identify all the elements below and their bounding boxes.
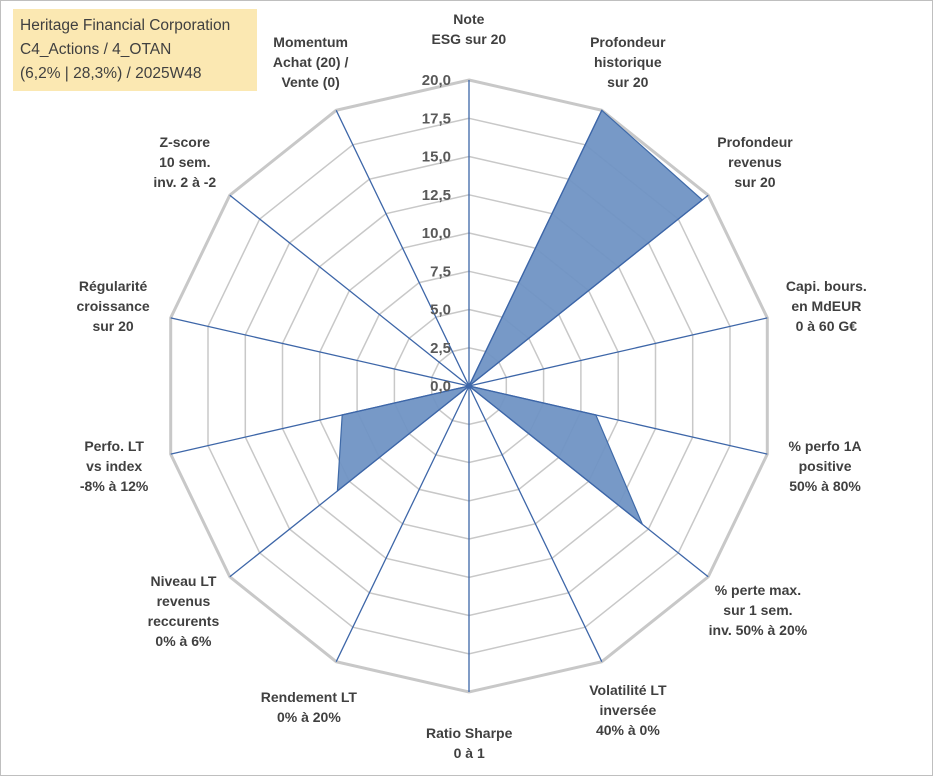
axis-label-line: Volatilité LT: [589, 680, 666, 700]
axis-label-line: ESG sur 20: [432, 29, 507, 49]
axis-label-line: Rendement LT: [261, 687, 357, 707]
axis-label-line: -8% à 12%: [80, 476, 148, 496]
company-name: Heritage Financial Corporation: [20, 14, 257, 38]
axis-label-line: 10 sem.: [153, 152, 216, 172]
axis-label-line: vs index: [80, 456, 148, 476]
info-box: Heritage Financial Corporation C4_Action…: [13, 9, 257, 91]
tick-label: 12,5: [422, 187, 451, 204]
axis-label-line: inv. 2 à -2: [153, 172, 216, 192]
stats-line: (6,2% | 28,3%) / 2025W48: [20, 62, 257, 86]
tick-label: 2,5: [430, 340, 451, 357]
axis-label-line: positive: [788, 456, 861, 476]
axis-label-line: historique: [590, 52, 665, 72]
tick-label: 7,5: [430, 263, 451, 280]
axis-label-line: 0 à 60 G€: [786, 316, 867, 336]
axis-label-line: 0% à 6%: [148, 631, 220, 651]
series-area: [337, 110, 702, 524]
axis-label-line: revenus: [148, 591, 220, 611]
axis-label-line: inversée: [589, 700, 666, 720]
tick-label: 17,5: [422, 110, 451, 127]
axis-label-line: sur 20: [590, 72, 665, 92]
axis-label-line: Profondeur: [590, 32, 665, 52]
axis-label-line: Capi. bours.: [786, 276, 867, 296]
axis-label-line: sur 20: [77, 316, 150, 336]
axis-label-line: Note: [432, 9, 507, 29]
portfolio-code: C4_Actions / 4_OTAN: [20, 38, 257, 62]
axis-label-line: 0 à 1: [426, 743, 512, 763]
axis-label-line: Profondeur: [717, 132, 792, 152]
axis-label-line: sur 20: [717, 172, 792, 192]
axis-label-line: sur 1 sem.: [709, 600, 808, 620]
axis-label-line: Régularité: [77, 276, 150, 296]
axis-label-line: Achat (20) /: [273, 52, 348, 72]
axis-label-line: inv. 50% à 20%: [709, 620, 808, 640]
axis-label-line: Vente (0): [273, 72, 348, 92]
axis-label-line: reccurents: [148, 611, 220, 631]
axis-label-line: Niveau LT: [148, 571, 220, 591]
axis-label-line: 40% à 0%: [589, 720, 666, 740]
tick-label: 15,0: [422, 149, 451, 166]
axis-label: % perte max.sur 1 sem.inv. 50% à 20%: [709, 580, 808, 640]
tick-label: 0,0: [430, 378, 451, 395]
tick-label: 10,0: [422, 225, 451, 242]
axis-label-line: croissance: [77, 296, 150, 316]
axis-label-line: % perte max.: [709, 580, 808, 600]
tick-labels: 0,0 2,5 5,0 7,5 10,0 12,5 15,0 17,5 20,0: [422, 72, 451, 395]
axis-label-line: revenus: [717, 152, 792, 172]
series-polygon: [337, 110, 702, 524]
axis-label-line: 50% à 80%: [788, 476, 861, 496]
tick-label: 20,0: [422, 72, 451, 89]
axis-label-line: % perfo 1A: [788, 436, 861, 456]
axis-label-line: en MdEUR: [786, 296, 867, 316]
axis-spoke: [230, 195, 469, 386]
axis-label-line: Perfo. LT: [80, 436, 148, 456]
axis-label-line: Momentum: [273, 32, 348, 52]
axis-label-line: 0% à 20%: [261, 707, 357, 727]
axis-label-line: Ratio Sharpe: [426, 723, 512, 743]
tick-label: 5,0: [430, 302, 451, 319]
axis-label-line: Z-score: [153, 132, 216, 152]
